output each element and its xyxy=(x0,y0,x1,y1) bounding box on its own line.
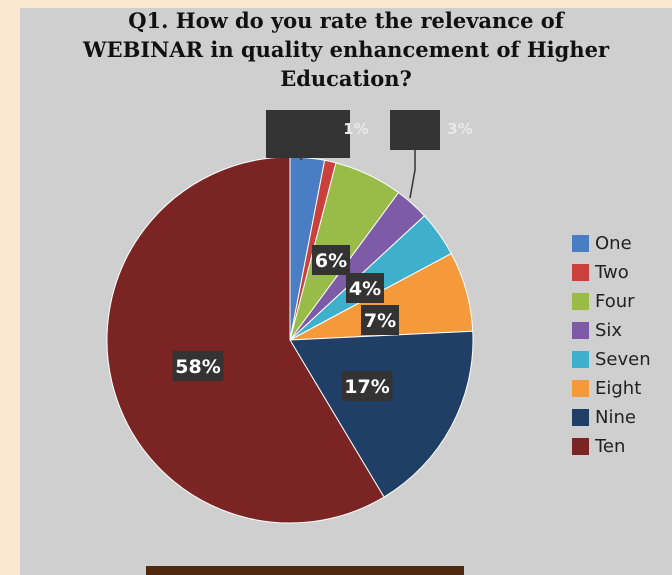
data-label-ten: 58% xyxy=(175,356,220,378)
legend-swatch xyxy=(572,409,589,426)
legend-swatch xyxy=(572,380,589,397)
legend: One Two Four Six Seven Eight Nine Ten xyxy=(572,229,651,461)
data-label-box xyxy=(346,273,384,303)
legend-item-four: Four xyxy=(572,287,651,316)
data-label-box xyxy=(361,305,399,335)
data-label-nine: 17% xyxy=(344,376,389,398)
data-label-six: 3% xyxy=(447,120,472,138)
data-label-box xyxy=(312,245,350,275)
callout-box-six xyxy=(390,110,440,150)
chart-title-line-2: WEBINAR in quality enhancement of Higher xyxy=(82,37,610,62)
data-label-box xyxy=(341,371,393,401)
data-label-box xyxy=(172,351,224,381)
legend-item-ten: Ten xyxy=(572,432,651,461)
legend-label: Ten xyxy=(595,436,626,457)
pie-slice-nine xyxy=(289,330,474,498)
legend-label: Eight xyxy=(595,378,642,399)
data-label-four: 6% xyxy=(315,250,347,272)
callout-line-one xyxy=(299,157,303,161)
legend-swatch xyxy=(572,235,589,252)
bottom-bar xyxy=(146,566,464,575)
chart-title-line-3: Education? xyxy=(280,66,412,91)
legend-item-one: One xyxy=(572,229,651,258)
legend-item-eight: Eight xyxy=(572,374,651,403)
legend-item-seven: Seven xyxy=(572,345,651,374)
legend-swatch xyxy=(572,438,589,455)
legend-label: One xyxy=(595,233,632,254)
legend-swatch xyxy=(572,351,589,368)
legend-item-six: Six xyxy=(572,316,651,345)
chart-title-line-1: Q1. How do you rate the relevance of xyxy=(128,8,564,33)
legend-label: Six xyxy=(595,320,623,341)
callout-line-six xyxy=(409,150,416,199)
legend-label: Seven xyxy=(595,349,651,370)
legend-label: Nine xyxy=(595,407,636,428)
data-label-two: 1% xyxy=(343,120,368,138)
chart-title: Q1. How do you rate the relevance of WEB… xyxy=(20,6,672,93)
pie-slice-ten xyxy=(106,156,385,524)
data-label-eight: 7% xyxy=(364,310,396,332)
legend-item-nine: Nine xyxy=(572,403,651,432)
legend-swatch xyxy=(572,264,589,281)
legend-swatch xyxy=(572,322,589,339)
legend-label: Two xyxy=(595,262,629,283)
legend-label: Four xyxy=(595,291,635,312)
legend-item-two: Two xyxy=(572,258,651,287)
data-label-seven: 4% xyxy=(349,278,381,300)
legend-swatch xyxy=(572,293,589,310)
callout-box-one xyxy=(266,110,350,158)
